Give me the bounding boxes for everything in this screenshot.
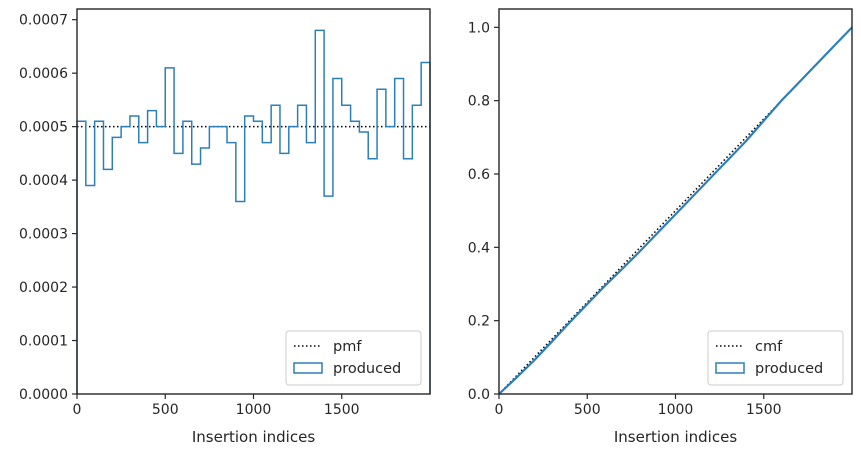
x-tick-label: 1000 — [236, 402, 272, 418]
legend: pmf produced — [285, 330, 422, 386]
x-tick-label: 500 — [574, 402, 601, 418]
legend-label-cmf: cmf — [755, 339, 783, 355]
y-tick-label: 0.4 — [468, 240, 490, 256]
plot-frame — [498, 8, 853, 395]
x-tick-label: 500 — [152, 402, 179, 418]
x-tick-label: 1000 — [658, 402, 694, 418]
pmf-panel: 0 500 1000 1500 0.0000 0.0001 0.0002 0.0003 0.00… — [19, 8, 431, 446]
plot-frame — [76, 8, 431, 395]
legend-swatch-produced — [293, 362, 323, 374]
y-tick-label: 0.0005 — [19, 120, 68, 136]
y-tick-label: 0.8 — [468, 94, 490, 110]
legend-label-produced: produced — [333, 361, 401, 377]
y-tick-label: 0.2 — [468, 314, 490, 330]
x-tick-label: 0 — [73, 402, 82, 418]
legend-label-pmf: pmf — [333, 339, 362, 355]
y-tick-label: 0.0006 — [19, 66, 68, 82]
legend-box — [707, 330, 844, 386]
legend: cmf produced — [707, 330, 844, 386]
y-tick-label: 0.0003 — [19, 227, 68, 243]
legend-swatch-produced — [715, 362, 745, 374]
y-tick-label: 0.0000 — [19, 387, 68, 403]
x-tick-label: 0 — [495, 402, 504, 418]
x-tick-label: 1500 — [746, 402, 782, 418]
cmf-panel: 0 500 1000 1500 0.0 0.2 0.4 0.6 0.8 1.0 Insertion … — [468, 8, 853, 446]
y-tick-label: 0.0007 — [19, 13, 68, 29]
x-axis-label: Insertion indices — [192, 428, 315, 446]
legend-box — [285, 330, 422, 386]
y-tick-label: 0.6 — [468, 167, 490, 183]
y-tick-label: 0.0 — [468, 387, 490, 403]
y-tick-label: 0.0001 — [19, 334, 68, 350]
series-produced-histogram — [76, 29, 431, 394]
legend-label-produced: produced — [755, 361, 823, 377]
x-tick-label: 1500 — [324, 402, 360, 418]
x-axis-label: Insertion indices — [614, 428, 737, 446]
y-tick-label: 0.0002 — [19, 280, 68, 296]
series-produced-line — [498, 26, 853, 395]
y-tick-label: 1.0 — [468, 20, 490, 36]
y-tick-label: 0.0004 — [19, 173, 68, 189]
